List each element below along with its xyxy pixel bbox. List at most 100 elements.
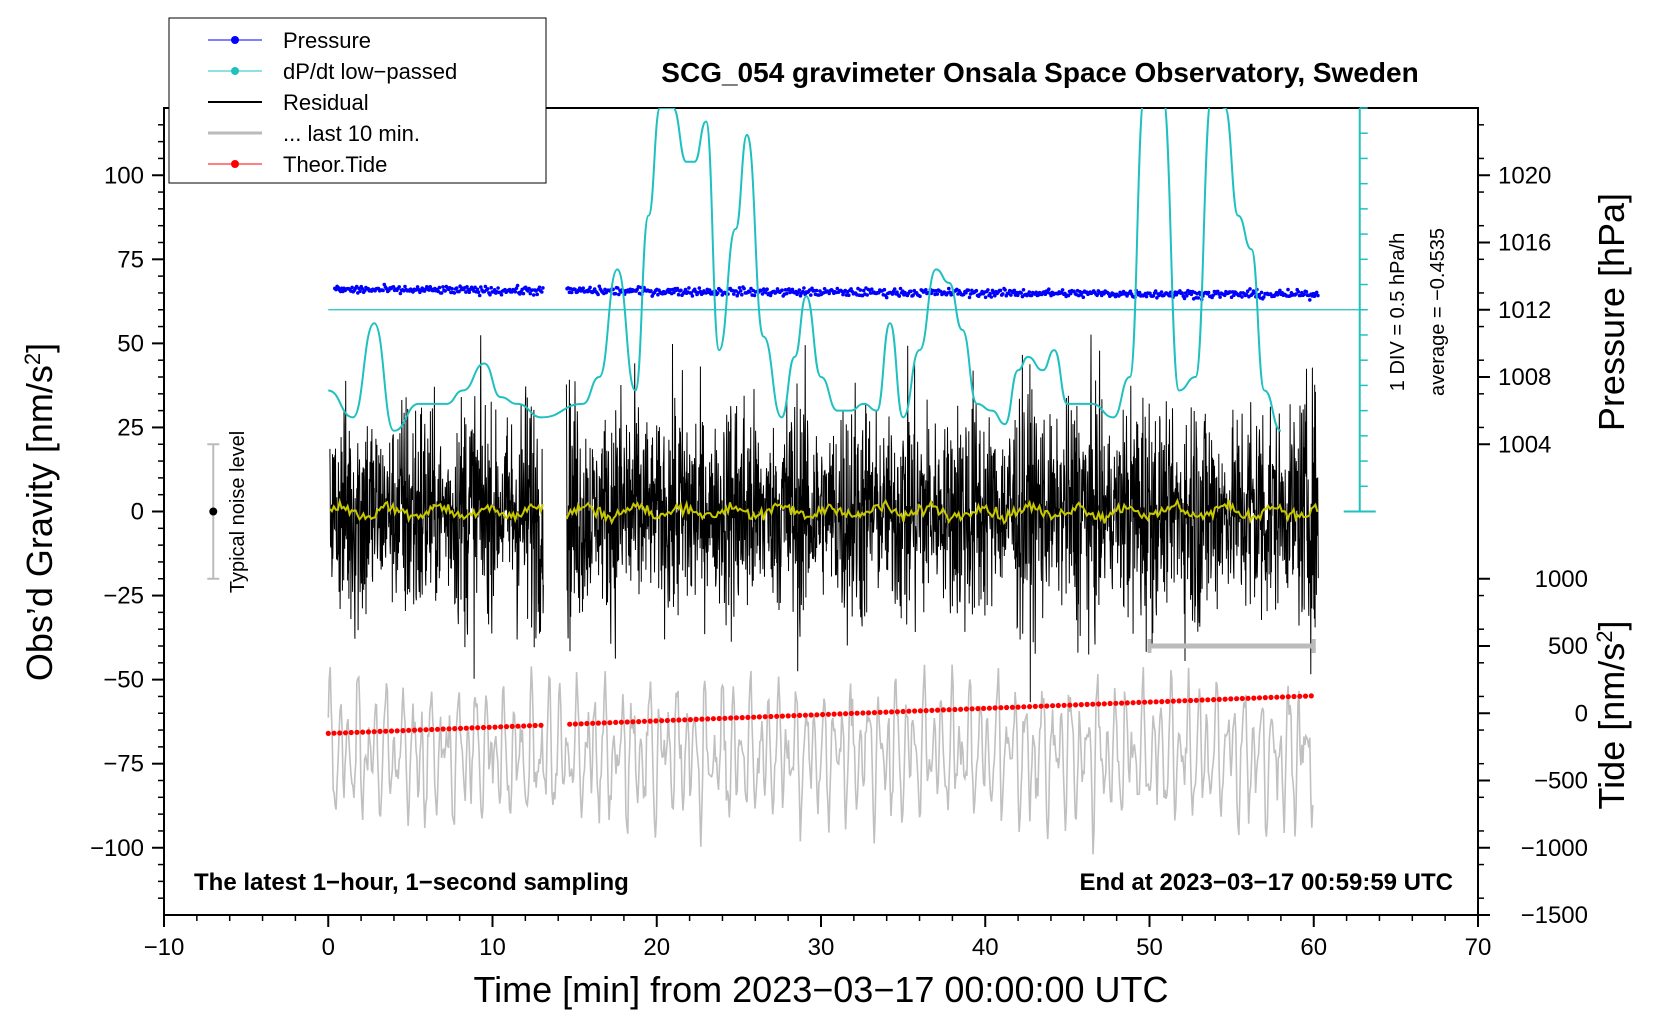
pressure-point [689,291,693,295]
tide-point [590,720,596,726]
pressure-point [1183,291,1188,295]
pressure-point [1259,290,1264,295]
tide-tick-label: 0 [1575,700,1588,727]
pressure-point [1151,294,1156,298]
pressure-point [748,290,752,294]
pressure-point [489,285,494,290]
pressure-point [1302,292,1306,297]
pressure-point [537,285,542,290]
pressure-point [1009,293,1013,297]
pressure-point [1034,290,1038,295]
pressure-point [897,294,902,298]
tide-point [1078,702,1084,708]
tide-point [1124,700,1130,706]
pressure-point [790,287,795,292]
tide-point [906,708,912,714]
tide-point [1274,694,1280,700]
tide-point [567,721,573,727]
pressure-point [1081,295,1086,300]
pressure-point [809,293,813,297]
tide-point [768,713,774,720]
pressure-point [1257,292,1261,297]
pressure-point [1155,296,1159,300]
tide-point [647,718,653,724]
tide-point [578,721,584,727]
pressure-point [760,292,765,296]
x-tick-label: 50 [1136,934,1163,961]
x-tick-label: 0 [322,934,335,961]
tide-point [1107,700,1113,707]
tide-point [1147,699,1153,705]
tide-point [630,719,636,725]
pressure-point [675,286,680,291]
tide-dots [325,693,1314,737]
svg-text:dP/dt low−passed: dP/dt low−passed [283,59,457,84]
legend-item-tide: Theor.Tide [208,152,387,177]
pressure-point [1047,287,1051,292]
pressure-point [1216,289,1220,294]
legend-item-dpdt: dP/dt low−passed [208,59,457,84]
pressure-point [892,287,897,291]
pressure-point [998,288,1003,293]
x-tick-label: 70 [1465,934,1492,961]
legend-item-residual: Residual [208,90,369,115]
pressure-point [1206,290,1211,295]
tide-point [463,725,469,731]
pressure-point [911,293,915,298]
tide-point [774,713,780,719]
pressure-point [679,288,683,293]
residual-smoothed-line [565,497,1319,526]
tide-point [641,718,648,724]
tide-point [417,727,423,733]
pressure-point [761,287,766,291]
pressure-point [1248,287,1252,291]
pressure-point [909,289,913,294]
tide-point [1090,701,1096,707]
tide-point [866,710,872,716]
tide-point [1044,703,1050,709]
pressure-point [499,292,504,297]
pressure-point [521,291,526,296]
tide-point [998,705,1004,711]
gravity-tick-label: −25 [103,583,144,610]
tide-point [791,713,797,719]
noise-bar-center [209,507,218,516]
x-tick-label: 60 [1300,934,1327,961]
tide-point [912,708,918,714]
tide-point [365,729,372,735]
pressure-point [1189,292,1194,297]
axes-layer: −10 0 10 20 30 40 50 60 701007550250−25−50−75−10… [90,107,1588,961]
pressure-point [882,287,887,292]
legend: Pressure dP/dt low−passed Residual ... l… [168,17,547,184]
pressure-point [397,285,402,289]
pressure-tick-label: 1012 [1498,297,1551,324]
tide-point [940,707,947,713]
tide-point [1142,699,1148,705]
tide-point [1050,703,1056,709]
pressure-point [993,293,997,298]
tide-point [1285,694,1291,700]
tide-point [935,707,941,713]
tide-point [475,725,481,731]
tide-point [745,714,751,721]
pressure-point [796,290,800,295]
pressure-point [391,285,396,289]
tide-point [446,726,452,732]
pressure-point [649,289,653,293]
tide-point [1262,695,1268,701]
pressure-point [358,289,362,294]
tide-point [1228,696,1234,702]
tide-point [733,715,740,721]
pressure-point [974,288,979,293]
pressure-point [1262,295,1266,299]
pressure-point [441,285,445,289]
tide-point [1165,698,1171,705]
tide-point [1084,701,1090,708]
tide-point [722,715,728,721]
pressure-point [964,290,968,295]
residual-line [329,335,544,679]
tide-point [1245,695,1251,701]
tide-point [1199,697,1205,703]
x-tick-label: 40 [972,934,999,961]
pressure-point [476,290,481,295]
